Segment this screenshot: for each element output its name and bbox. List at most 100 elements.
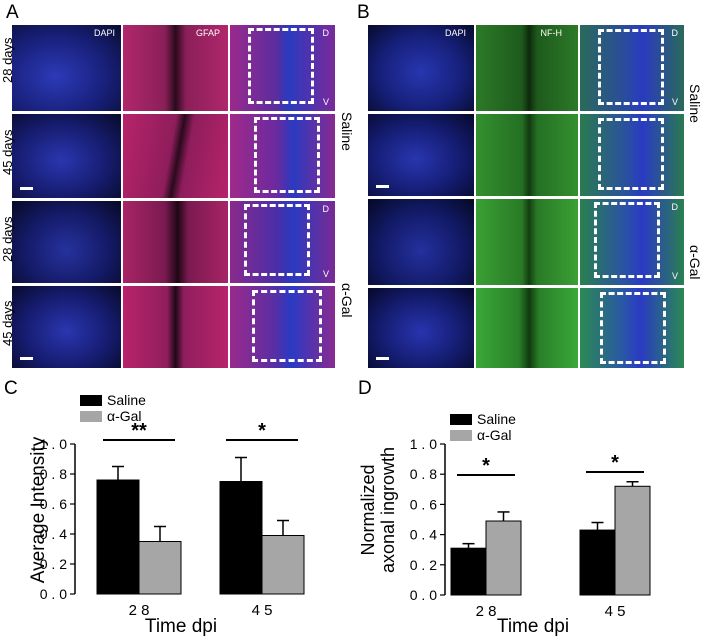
legend-swatch-agal (80, 411, 102, 422)
bar-saline (219, 481, 263, 595)
image-merge-b-r4 (580, 288, 684, 368)
significance-marker: * (482, 455, 490, 477)
bar-agal (138, 541, 182, 595)
row-label-45-days: 45 days (0, 129, 15, 175)
panel-letter-a: A (6, 2, 19, 23)
bar-saline (96, 479, 140, 595)
row-label-45-days: 45 days (0, 300, 15, 346)
y-tick-label: 0 . 4 (40, 526, 67, 542)
row-label-28-days: 28 days (0, 216, 15, 262)
significance-marker: * (258, 420, 266, 442)
dorsal-marker: D (671, 202, 679, 212)
bar-agal (614, 485, 651, 596)
image-dapi-a-r4 (12, 286, 121, 368)
y-tick-label: 1 . 0 (410, 436, 437, 452)
legend-label-saline: Saline (107, 392, 146, 408)
image-dapi-a-r3 (12, 201, 121, 283)
column-label-gfap: GFAP (195, 28, 220, 38)
x-tick-label: 4 5 (252, 602, 273, 619)
image-dapi-a-r1: DAPI (12, 25, 121, 111)
panel-letter-c: C (4, 378, 18, 399)
image-merge-a-r3: D V (230, 201, 335, 283)
column-label-dapi: DAPI (444, 28, 466, 38)
ventral-marker: V (322, 269, 329, 279)
legend-swatch-saline (450, 414, 472, 425)
scale-bar (376, 357, 389, 360)
y-axis-label: axonal ingrowth (378, 447, 398, 573)
image-merge-a-r4 (230, 286, 335, 368)
column-label-nfh: NF-H (540, 28, 563, 38)
y-tick-label: 0 . 8 (410, 466, 437, 482)
y-tick-label: 0 . 0 (40, 586, 67, 602)
panel-letter-d: D (358, 378, 372, 399)
y-tick-label: 0 . 6 (40, 496, 67, 512)
dorsal-marker: D (322, 28, 330, 38)
x-tick-label: 2 8 (476, 603, 497, 620)
image-nfh-b-r2 (476, 114, 578, 196)
bar-agal (485, 520, 522, 596)
image-gfap-a-r2 (123, 114, 228, 198)
chart-d-axonal-ingrowth: 0 . 0 0 . 2 0 . 4 0 . 6 0 . 8 1 . 0 Normalized… (358, 411, 651, 637)
ventral-marker: V (671, 97, 678, 107)
column-label-dapi: DAPI (93, 28, 115, 38)
image-nfh-b-r4 (476, 288, 578, 368)
y-axis-label: Average Intensity (28, 436, 49, 583)
scale-bar (20, 187, 33, 190)
legend-swatch-agal (450, 430, 472, 441)
group-label-saline: Saline (687, 84, 703, 123)
x-axis-label: Time dpi (497, 616, 569, 637)
image-dapi-a-r2 (12, 114, 121, 198)
scale-bar (20, 357, 33, 360)
image-merge-b-r1: D V (580, 25, 684, 111)
y-tick-label: 0 . 2 (410, 557, 437, 573)
image-merge-a-r2 (230, 114, 335, 198)
ventral-marker: V (322, 97, 329, 107)
legend-swatch-saline (80, 395, 102, 406)
row-label-28-days: 28 days (0, 37, 15, 83)
scale-bar (376, 185, 389, 188)
x-axis-label: Time dpi (145, 616, 217, 637)
image-merge-b-r2 (580, 114, 684, 196)
roi-dashed-box (254, 117, 320, 193)
y-tick-label: 0 . 4 (410, 527, 437, 543)
image-dapi-b-r2 (368, 114, 474, 196)
y-tick-label: 1 . 0 (40, 436, 67, 452)
y-axis-label: Normalized (358, 464, 378, 555)
image-dapi-b-r3 (368, 199, 474, 285)
roi-dashed-box (600, 292, 666, 364)
roi-dashed-box (248, 28, 314, 104)
roi-dashed-box (598, 118, 664, 190)
y-tick-label: 0 . 6 (410, 496, 437, 512)
dorsal-marker: D (322, 204, 330, 214)
image-gfap-a-r4 (123, 286, 228, 368)
significance-marker: ** (131, 420, 147, 442)
group-label-saline: Saline (339, 112, 355, 151)
image-merge-a-r1: D V (230, 25, 335, 111)
roi-dashed-box (244, 204, 310, 276)
image-merge-b-r3: D V (580, 199, 684, 285)
x-tick-label: 4 5 (605, 603, 626, 620)
y-tick-label: 0 . 2 (40, 556, 67, 572)
legend-label-saline: Saline (477, 411, 516, 427)
significance-marker: * (611, 452, 619, 474)
group-label-agal: α-Gal (687, 245, 703, 280)
image-nfh-b-r1: NF-H (476, 25, 578, 111)
ventral-marker: V (671, 271, 678, 281)
y-tick-label: 0 . 0 (410, 587, 437, 603)
dorsal-marker: D (671, 28, 679, 38)
roi-dashed-box (594, 202, 660, 278)
bar-saline (579, 529, 616, 596)
image-gfap-a-r3 (123, 201, 228, 283)
image-dapi-b-r1: DAPI (368, 25, 474, 111)
group-label-agal: α-Gal (339, 283, 355, 318)
roi-dashed-box (252, 290, 322, 362)
legend-label-agal: α-Gal (107, 408, 142, 424)
panel-letter-b: B (357, 2, 370, 23)
bar-agal (261, 535, 305, 595)
image-gfap-a-r1: GFAP (123, 25, 228, 111)
image-dapi-b-r4 (368, 288, 474, 368)
y-tick-label: 0 . 8 (40, 466, 67, 482)
roi-dashed-box (598, 29, 664, 105)
x-tick-label: 2 8 (129, 602, 150, 619)
